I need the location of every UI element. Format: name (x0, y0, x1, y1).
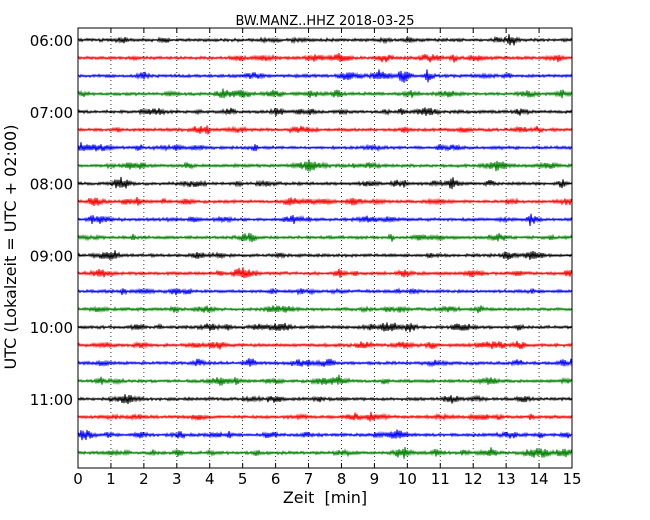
trace-line (77, 250, 573, 260)
trace-line (77, 159, 573, 172)
y-tick-label: 09:00 (30, 247, 73, 265)
x-tick-label: 8 (337, 470, 347, 488)
trace-line (77, 232, 573, 243)
x-tick-label: 15 (562, 470, 581, 488)
x-tick-label: 3 (172, 470, 182, 488)
y-tick-label: 07:00 (30, 104, 73, 122)
trace-line (77, 446, 573, 459)
x-grid (110, 28, 540, 468)
chart-title: BW.MANZ..HHZ 2018-03-25 (235, 14, 414, 29)
plot-frame (77, 27, 573, 469)
x-tick-label: 12 (464, 470, 483, 488)
trace-line (77, 322, 573, 333)
x-axis: 0 1 2 3 4 5 6 7 8 9 10 11 12 13 14 15 (73, 28, 582, 488)
trace-line (77, 125, 573, 135)
x-axis-label: Zeit [min] (283, 488, 367, 507)
trace-line (77, 88, 573, 99)
trace-line (77, 429, 573, 441)
y-axis-label: UTC (Lokalzeit = UTC + 02:00) (1, 125, 20, 370)
x-tick-label: 11 (431, 470, 450, 488)
trace-line (77, 196, 573, 207)
x-tick-label: 1 (106, 470, 116, 488)
trace-line (77, 142, 573, 153)
x-tick-label: 5 (238, 470, 248, 488)
trace-group (77, 34, 573, 459)
trace-line (77, 213, 573, 226)
y-tick-label: 11:00 (30, 391, 73, 409)
trace-line (77, 267, 573, 279)
x-tick-label: 7 (304, 470, 314, 488)
trace-line (77, 340, 573, 350)
trace-line (77, 411, 573, 422)
y-tick-label: 08:00 (30, 176, 73, 194)
trace-line (77, 176, 573, 190)
trace-line (77, 358, 573, 368)
x-tick-label: 6 (271, 470, 281, 488)
x-tick-label: 0 (73, 470, 83, 488)
trace-line (77, 374, 573, 386)
x-tick-label: 14 (530, 470, 549, 488)
trace-line (77, 69, 573, 83)
y-axis: 06:00 07:00 08:00 09:00 10:00 11:00 (30, 32, 572, 409)
x-tick-label: 4 (205, 470, 215, 488)
trace-line (77, 52, 573, 63)
trace-line (77, 305, 573, 314)
y-tick-label: 06:00 (30, 32, 73, 50)
x-tick-label: 10 (398, 470, 417, 488)
x-tick-label: 13 (497, 470, 516, 488)
x-tick-label: 2 (139, 470, 149, 488)
y-tick-label: 10:00 (30, 319, 73, 337)
x-tick-label: 9 (370, 470, 380, 488)
trace-line (77, 107, 573, 117)
trace-line (77, 394, 573, 405)
trace-line (77, 287, 573, 296)
trace-line (77, 34, 573, 46)
